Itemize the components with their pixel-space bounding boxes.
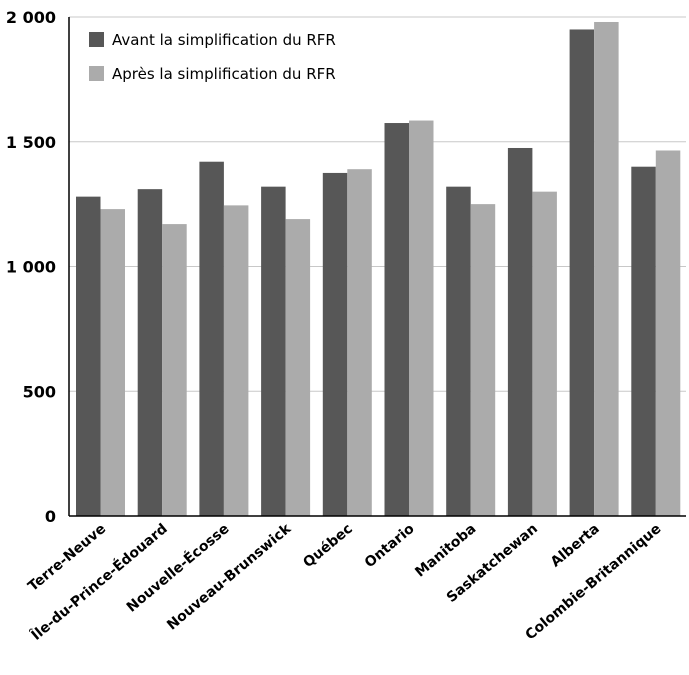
bar-apres bbox=[100, 209, 125, 517]
y-tick-label: 2 000 bbox=[6, 8, 56, 27]
x-tick-label: Alberta bbox=[548, 521, 603, 571]
bar-avant bbox=[569, 29, 595, 516]
bar-apres bbox=[223, 205, 249, 516]
legend: Avant la simplification du RFR Après la s… bbox=[89, 31, 336, 83]
legend-swatch bbox=[89, 66, 104, 81]
y-tick-label: 500 bbox=[23, 382, 56, 401]
bar-avant bbox=[384, 123, 409, 516]
y-tick-label: 0 bbox=[45, 507, 56, 526]
y-axis-ticks: 0 500 1 000 1 500 2 000 bbox=[6, 8, 56, 526]
bar-avant bbox=[446, 186, 471, 516]
bar-apres bbox=[285, 219, 311, 516]
bar-apres bbox=[347, 169, 372, 516]
x-tick-label: Ontario bbox=[362, 521, 418, 572]
bar-avant bbox=[322, 172, 348, 516]
bar-avant bbox=[261, 186, 286, 516]
bar-avant bbox=[199, 161, 224, 516]
bar-apres bbox=[655, 150, 681, 517]
legend-label: Après la simplification du RFR bbox=[112, 65, 336, 83]
x-axis-labels: Terre-NeuveÎle-du-Prince-ÉdouardNouvelle… bbox=[25, 520, 664, 644]
bar-avant bbox=[137, 189, 163, 516]
legend-label: Avant la simplification du RFR bbox=[112, 31, 336, 49]
bar-apres bbox=[470, 204, 496, 516]
bar-avant bbox=[631, 166, 656, 516]
bar-avant bbox=[507, 147, 533, 517]
legend-swatch bbox=[89, 32, 104, 47]
bar-apres bbox=[162, 224, 187, 516]
bars bbox=[76, 21, 681, 517]
x-tick-label: Québec bbox=[300, 521, 356, 571]
bar-apres bbox=[532, 191, 557, 516]
bar-apres bbox=[594, 21, 619, 517]
y-tick-label: 1 000 bbox=[6, 258, 56, 277]
bar-apres bbox=[409, 120, 434, 516]
x-tick-label: Nouvelle-Écosse bbox=[123, 520, 232, 616]
y-tick-label: 1 500 bbox=[6, 133, 56, 152]
bar-avant bbox=[76, 196, 101, 516]
x-tick-label: Nouveau-Brunswick bbox=[164, 520, 295, 633]
